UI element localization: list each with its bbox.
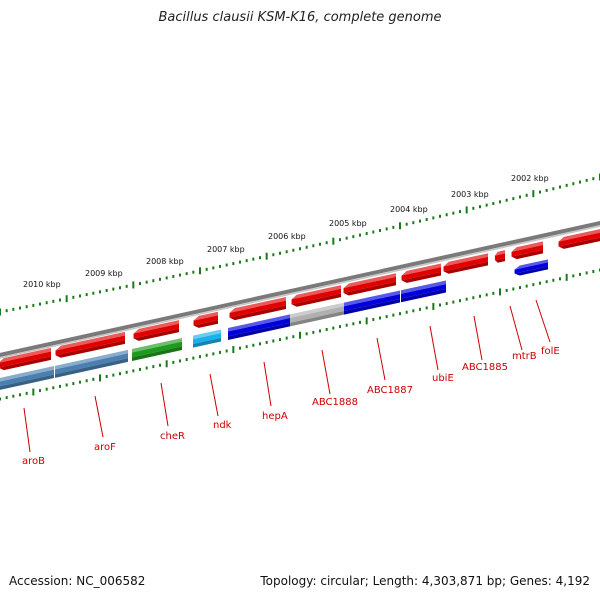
gene-block-reverse: [229, 297, 286, 321]
backbone-highlight: [0, 225, 600, 359]
gene-label-leader: [429, 325, 439, 371]
gene-block-forward: [344, 290, 400, 315]
gene-block-reverse: [291, 285, 341, 307]
gene-label-leader: [376, 337, 386, 381]
gene-block-reverse: [443, 253, 488, 274]
accession-text: Accession: NC_006582: [9, 574, 146, 588]
gene-block-reverse: [401, 263, 441, 283]
gene-label-leader: [509, 305, 523, 351]
gene-block-forward: [228, 314, 290, 340]
gene-label: ubiE: [432, 373, 454, 384]
gene-block-reverse: [343, 273, 396, 296]
gene-block-forward: [290, 302, 344, 327]
scale-label-kbp: 2006 kbp: [268, 232, 306, 241]
gene-label: ABC1888: [312, 397, 358, 408]
gene-label: ABC1887: [367, 385, 413, 396]
gene-label: aroF: [94, 442, 116, 453]
gene-features: [0, 229, 600, 390]
gene-block-forward: [514, 259, 548, 276]
gene-block-forward: [0, 366, 54, 390]
gene-block-forward: [193, 329, 221, 348]
scale-ticks: 2002 kbp 2003 kbp 2004 kbp 2005 kbp 2006 kbp…: [0, 173, 600, 401]
backbone-line: [0, 221, 600, 357]
gene-label-leader: [321, 349, 331, 395]
gene-label: hepA: [262, 411, 288, 422]
gene-block-reverse: [0, 347, 51, 371]
gene-block-reverse: [558, 229, 600, 249]
genome-backbone: [0, 221, 600, 359]
gene-label-leader: [160, 382, 169, 427]
scale-label-kbp: 2003 kbp: [451, 190, 489, 199]
gene-label: ABC1885: [462, 362, 508, 373]
gene-block-forward: [132, 338, 182, 361]
map-title: Bacillus clausii KSM-K16, complete genom…: [158, 10, 442, 25]
gene-label-leader: [473, 315, 483, 361]
scale-label-kbp: 2004 kbp: [390, 205, 428, 214]
gene-label: cheR: [160, 431, 185, 442]
scale-label-kbp: 2009 kbp: [85, 269, 123, 278]
genome-summary-text: Topology: circular; Length: 4,303,871 bp…: [260, 574, 590, 588]
scale-label-kbp: 2008 kbp: [146, 257, 184, 266]
scale-label-kbp: 2010 kbp: [23, 280, 61, 289]
gene-label-leader: [209, 373, 219, 417]
gene-block-reverse: [55, 331, 125, 358]
gene-labels: folE mtrB ABC1885 ubiE ABC1887 ABC1888 hepA ndk…: [22, 299, 560, 467]
scale-label-kbp: 2002 kbp: [511, 174, 549, 183]
gene-label: mtrB: [512, 351, 537, 362]
gene-block-forward: [55, 349, 128, 378]
gene-label: ndk: [213, 420, 232, 431]
gene-block-reverse: [511, 241, 543, 260]
gene-label-leader: [94, 395, 104, 438]
gene-label-leader: [263, 361, 272, 407]
gene-block-reverse: [133, 320, 179, 341]
gene-block-reverse: [494, 250, 505, 263]
scale-label-kbp: 2007 kbp: [207, 245, 245, 254]
gene-label-leader: [23, 407, 31, 453]
scale-label-kbp: 2005 kbp: [329, 219, 367, 228]
gene-label-leader: [535, 299, 551, 343]
gene-label: folE: [541, 346, 560, 357]
gene-block-reverse: [193, 311, 218, 328]
gene-block-forward: [401, 280, 446, 303]
gene-label: aroB: [22, 456, 45, 467]
